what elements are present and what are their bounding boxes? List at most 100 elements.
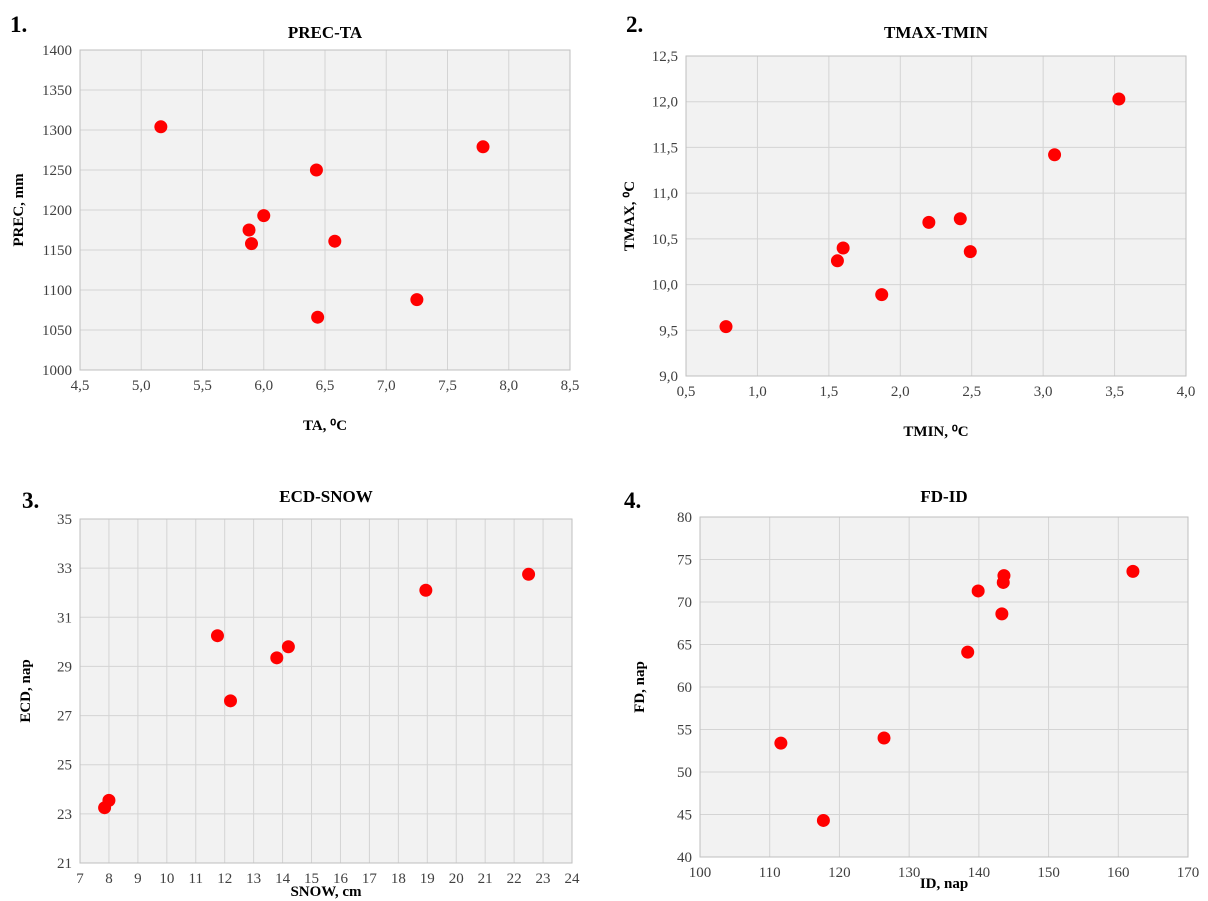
data-point (997, 569, 1011, 583)
x-tick-label: 4,0 (1177, 384, 1196, 400)
plot-border (79, 49, 571, 371)
chart-title: ECD-SNOW (279, 487, 373, 506)
chart-3-svg: 7 8 9 10 11 12 13 14 15 16 17 18 19 20 21 22 23 24 21 23 25… (18, 487, 581, 900)
x-tick-label: 4,5 (71, 378, 90, 394)
y-axis-label: ECD, nap (18, 659, 34, 722)
x-tick-label: 6,5 (316, 378, 335, 394)
plot-border (685, 55, 1187, 377)
data-point (719, 320, 733, 334)
x-tick-label: 3,0 (1034, 384, 1053, 400)
data-point (963, 245, 977, 259)
y-tick-label: 1000 (42, 363, 72, 379)
x-tick-label: 1,0 (748, 384, 767, 400)
x-tick-label: 5,0 (132, 378, 151, 394)
x-tick-label: 20 (449, 871, 464, 887)
plot-area (80, 519, 572, 863)
chart-panel-3: 3. 7 8 9 10 11 12 13 14 15 16 17 18 19 20 21 22 23 24 21 2… (0, 470, 600, 901)
y-axis-label: FD, nap (632, 661, 648, 713)
x-tick-label: 11 (189, 871, 203, 887)
data-point (830, 254, 844, 268)
x-tick-label: 9 (134, 871, 142, 887)
data-point (242, 223, 256, 237)
chart-4-svg: 100 110 120 130 140 150 160 170 40 45 50 55 60 65 70 7… (632, 487, 1200, 892)
x-tick-label: 19 (420, 871, 435, 887)
chart-panel-1: 1. 4,5 5,0 5,5 6,0 6,5 7,0 7,5 8,0 8,5 1000 1050 1… (0, 0, 600, 450)
x-tick-label: 21 (478, 871, 493, 887)
x-tick-label: 7,0 (377, 378, 396, 394)
chart-title: TMAX-TMIN (884, 23, 989, 42)
x-tick-label: 2,0 (891, 384, 910, 400)
x-tick-label: 3,5 (1105, 384, 1124, 400)
data-point (1112, 92, 1126, 106)
data-point (245, 237, 258, 251)
y-tick-label: 27 (57, 709, 73, 725)
y-tick-label: 11,5 (652, 140, 678, 156)
chart-title: FD-ID (920, 487, 967, 506)
y-tick-label: 10,5 (652, 232, 678, 248)
y-tick-label: 80 (677, 510, 692, 526)
data-point (522, 567, 536, 581)
y-tick-label: 21 (57, 856, 72, 872)
data-point (154, 120, 168, 134)
data-point (476, 140, 490, 154)
data-point (309, 163, 323, 177)
plot-border (699, 516, 1189, 858)
y-tick-label: 1300 (42, 123, 72, 139)
y-tick-label: 10,0 (652, 278, 678, 294)
data-point (257, 209, 271, 223)
y-tick-label: 9,5 (659, 323, 678, 339)
x-tick-label: 100 (689, 865, 712, 881)
y-tick-label: 1150 (43, 243, 72, 259)
x-tick-label: 120 (828, 865, 851, 881)
x-tick-label: 8,5 (561, 378, 580, 394)
y-tick-label: 1350 (42, 83, 72, 99)
x-tick-label: 18 (391, 871, 406, 887)
chart-2-svg: 0,5 1,0 1,5 2,0 2,5 3,0 3,5 4,0 9,0 9,5 10,0 10,5 1… (622, 23, 1196, 440)
data-point (875, 288, 889, 302)
x-tick-label: 10 (159, 871, 174, 887)
data-point (774, 736, 788, 750)
y-tick-label: 29 (57, 659, 72, 675)
data-point (328, 234, 342, 248)
y-tick-label: 31 (57, 610, 72, 626)
x-tick-label: 5,5 (193, 378, 212, 394)
y-axis-label: PREC, mm (11, 173, 27, 247)
chart-number: 4. (624, 488, 642, 513)
x-tick-label: 150 (1037, 865, 1060, 881)
x-tick-label: 1,5 (819, 384, 838, 400)
y-tick-label: 45 (677, 808, 692, 824)
data-point (1126, 564, 1140, 578)
chart-1-svg: 4,5 5,0 5,5 6,0 6,5 7,0 7,5 8,0 8,5 1000 1050 1100… (11, 23, 580, 434)
y-tick-label: 12,5 (652, 49, 678, 65)
data-point (877, 731, 891, 745)
x-tick-label: 23 (536, 871, 551, 887)
chart-panel-2: 2. 0,5 1,0 1,5 2,0 2,5 3,0 3,5 4,0 9,0 9,5 10,0 10… (604, 0, 1208, 450)
y-tick-label: 9,0 (659, 369, 678, 385)
x-tick-label: 170 (1177, 865, 1200, 881)
y-tick-label: 50 (677, 765, 692, 781)
x-tick-label: 140 (968, 865, 991, 881)
data-point (419, 583, 433, 597)
x-tick-label: 24 (565, 871, 581, 887)
data-point (223, 694, 237, 708)
y-tick-label: 40 (677, 850, 692, 866)
x-tick-label: 0,5 (677, 384, 696, 400)
x-tick-label: 160 (1107, 865, 1130, 881)
data-point (971, 584, 985, 598)
x-tick-label: 14 (275, 871, 291, 887)
plot-border (79, 518, 573, 864)
data-point (953, 212, 967, 226)
x-tick-label: 6,0 (254, 378, 273, 394)
x-axis-label: SNOW, cm (290, 884, 362, 900)
x-tick-label: 8 (105, 871, 113, 887)
data-point (311, 310, 325, 324)
y-tick-label: 11,0 (652, 186, 678, 202)
y-tick-label: 1400 (42, 43, 72, 59)
chart-number: 3. (22, 488, 40, 513)
x-tick-label: 130 (898, 865, 921, 881)
plot-area (686, 56, 1186, 376)
y-tick-label: 35 (57, 512, 72, 528)
data-point (995, 607, 1009, 621)
chart-title: PREC-TA (288, 23, 363, 42)
x-tick-label: 2,5 (962, 384, 981, 400)
